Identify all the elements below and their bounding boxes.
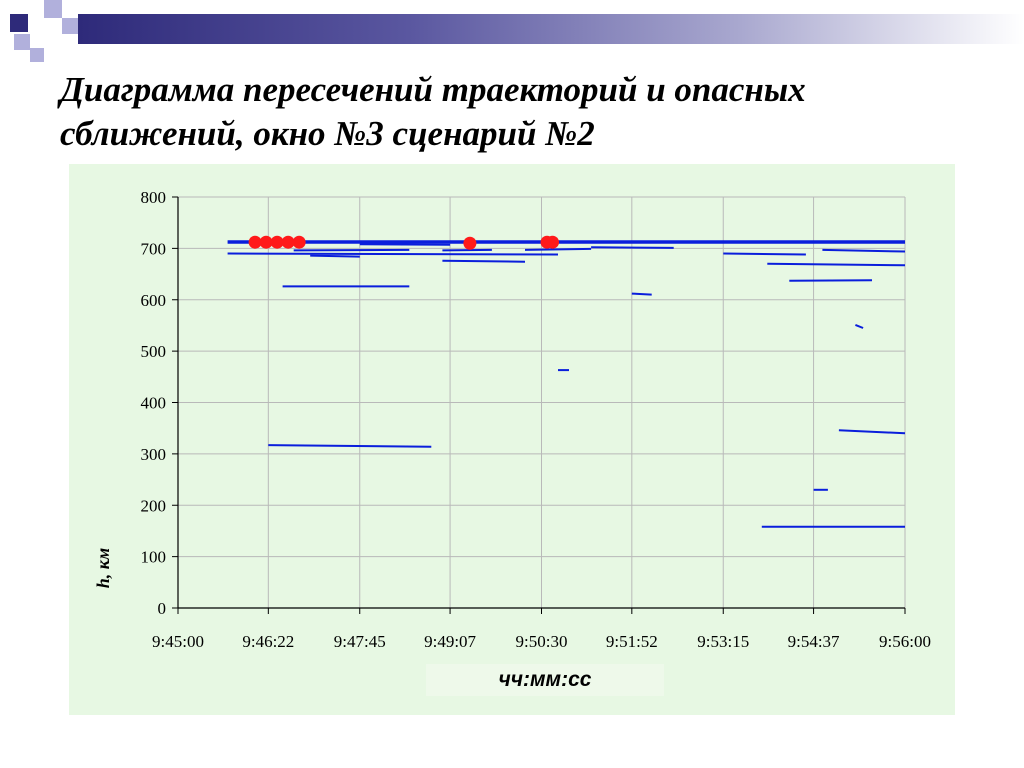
approach-marker	[281, 235, 295, 249]
x-tick-label: 9:50:30	[516, 632, 568, 651]
slide-title: Диаграмма пересечений траекторий и опасн…	[60, 70, 806, 153]
x-axis-label-box	[426, 664, 664, 696]
trajectory-line	[442, 248, 492, 252]
approach-marker	[463, 236, 477, 250]
x-tick-label: 9:53:15	[697, 632, 749, 651]
decor-square-navy-top	[10, 14, 28, 32]
grid-lines	[178, 196, 906, 608]
approach-markers	[248, 235, 560, 250]
x-tick-label: 9:56:00	[879, 632, 931, 651]
trajectory-line	[524, 247, 592, 251]
trajectory-line	[723, 252, 806, 256]
trajectory-line	[227, 252, 559, 256]
y-tick-label: 0	[158, 599, 167, 618]
trajectory-line	[442, 259, 526, 263]
x-tick-label: 9:51:52	[606, 632, 658, 651]
y-tick-label: 600	[141, 291, 167, 310]
approach-marker	[270, 235, 284, 249]
decor-square-lavender-mid	[62, 18, 78, 34]
y-tick-label: 100	[141, 548, 167, 567]
y-tick-label: 500	[141, 342, 167, 361]
y-axis-label: h, км	[93, 548, 113, 588]
x-tick-label: 9:46:22	[242, 632, 294, 651]
trajectory-line	[268, 444, 432, 448]
y-tick-label: 200	[141, 496, 167, 515]
decor-square-lavender-top	[44, 0, 62, 18]
trajectory-line	[293, 248, 410, 252]
trajectory-line	[838, 429, 906, 435]
decor-square-lavender-left	[14, 34, 30, 50]
trajectory-line	[591, 246, 674, 249]
trajectory-line	[359, 243, 451, 246]
trajectory-line	[822, 248, 906, 253]
x-tick-label: 9:54:37	[788, 632, 840, 651]
x-tick-label: 9:47:45	[334, 632, 386, 651]
approach-marker	[259, 235, 273, 249]
approach-marker	[546, 235, 560, 249]
header-gradient-bar	[78, 14, 1024, 44]
y-tick-label: 400	[141, 394, 167, 413]
y-tick-label: 300	[141, 445, 167, 464]
x-tick-label: 9:45:00	[152, 632, 204, 651]
trajectory-line	[631, 292, 652, 296]
trajectory-line	[767, 262, 906, 267]
y-tick-labels: 0 100 200 300 400 500 600 700 800	[141, 188, 167, 618]
x-tick-labels: 9:45:00 9:46:22 9:47:45 9:49:07 9:50:30 9:51:…	[152, 632, 931, 651]
x-axis-label: чч:мм:сс	[498, 668, 592, 691]
trajectory-chart: 0 100 200 300 400 500 600 700 800 9:45:00 9:46:22…	[93, 188, 931, 651]
decor-square-lavender-bottom	[30, 48, 44, 62]
trajectory-line	[789, 279, 873, 282]
y-tick-label: 800	[141, 188, 167, 207]
approach-marker	[292, 235, 306, 249]
trajectory-line	[855, 323, 864, 329]
axes	[172, 196, 906, 614]
approach-marker	[248, 235, 262, 249]
x-tick-label: 9:49:07	[424, 632, 476, 651]
y-tick-label: 700	[141, 239, 167, 258]
trajectory-lines	[227, 240, 906, 528]
chart-panel: 0 100 200 300 400 500 600 700 800 9:45:00 9:46:22…	[69, 164, 955, 715]
trajectory-line	[310, 254, 360, 258]
